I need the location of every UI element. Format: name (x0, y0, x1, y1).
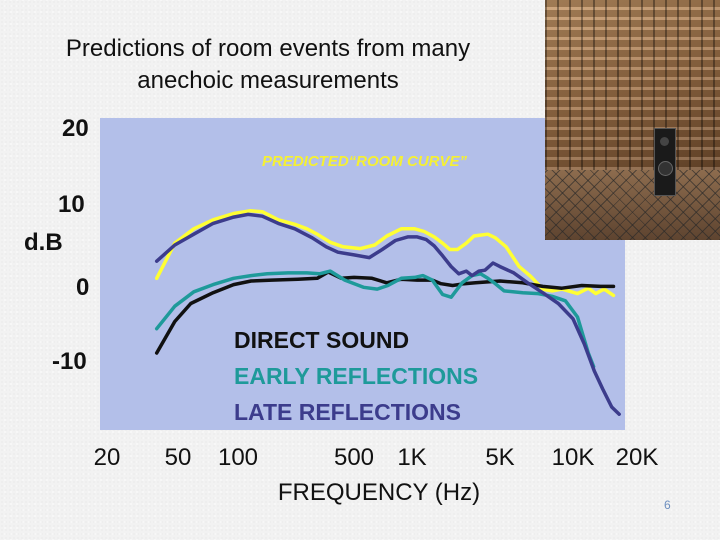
x-tick-label: 500 (334, 444, 374, 471)
x-tick-label: 50 (165, 444, 192, 471)
legend-direct-sound: DIRECT SOUND (234, 327, 409, 353)
y-axis-label: d.B (24, 229, 63, 256)
series-line-early-reflections (154, 269, 596, 369)
plot-area (100, 118, 625, 430)
y-tick-label: 0 (76, 274, 89, 301)
y-tick-label: -10 (52, 348, 87, 375)
room-curve-annotation: PREDICTED“ROOM CURVE” (262, 153, 468, 170)
page-number: 6 (664, 498, 671, 512)
x-tick-label: 10K (552, 444, 595, 471)
slide-title-line-2: anechoic measurements (137, 67, 399, 94)
y-tick-label: 10 (58, 191, 85, 218)
chamber-floor-grid (545, 170, 720, 240)
x-tick-label: 20 (94, 444, 121, 471)
x-tick-label: 100 (218, 444, 258, 471)
series-line-predicted-room-curve (154, 209, 616, 298)
x-tick-label: 1K (397, 444, 426, 471)
loudspeaker-icon (654, 128, 676, 196)
x-axis-label: FREQUENCY (Hz) (278, 479, 480, 506)
x-tick-label: 5K (485, 444, 514, 471)
slide-title: Predictions of room events from many ane… (18, 33, 518, 97)
y-tick-label: 20 (62, 115, 89, 142)
legend-early-reflections: EARLY REFLECTIONS (234, 363, 478, 389)
x-tick-label: 20K (616, 444, 659, 471)
series-line-late-reflections (154, 212, 621, 416)
anechoic-chamber-photo (545, 0, 720, 240)
legend-late-reflections: LATE REFLECTIONS (234, 399, 461, 425)
slide-title-line-1: Predictions of room events from many (65, 35, 471, 62)
